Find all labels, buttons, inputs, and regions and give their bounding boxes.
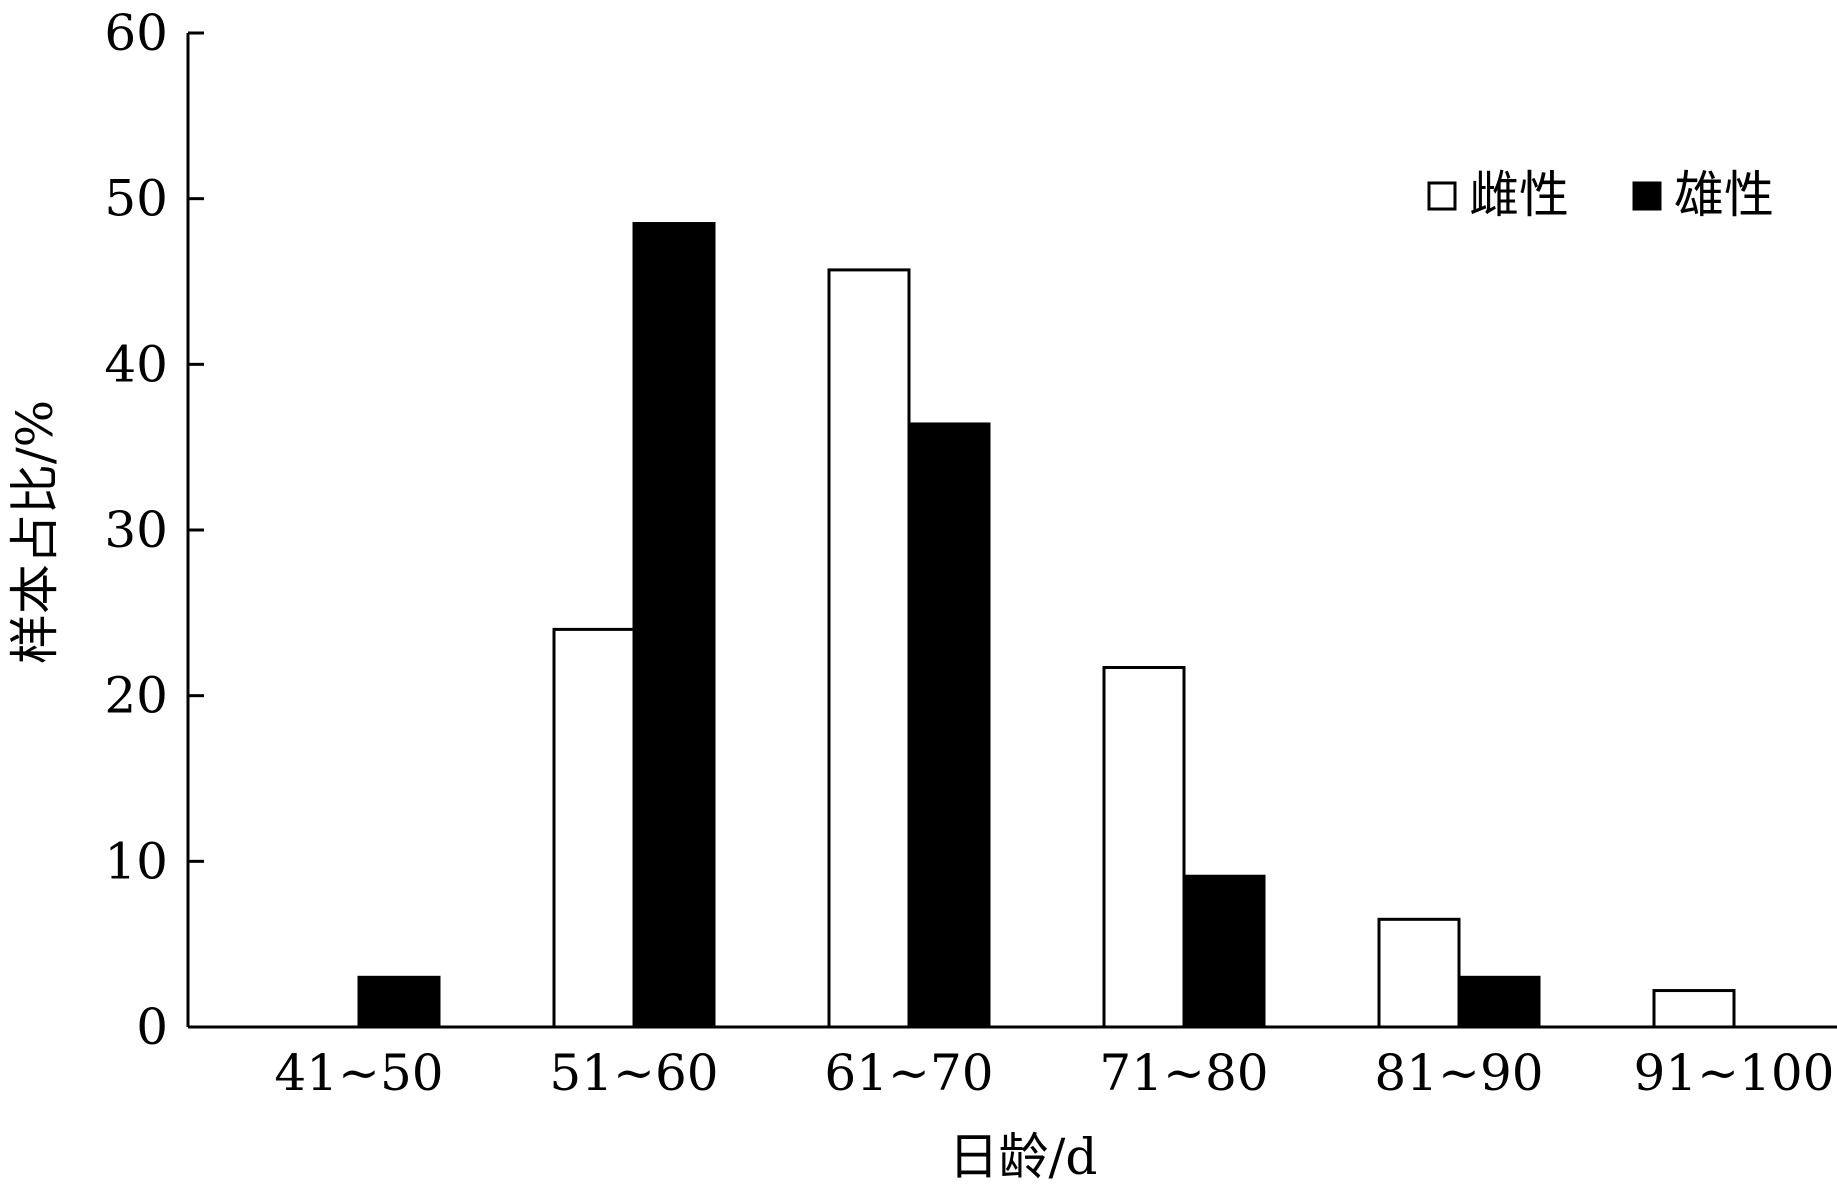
y-tick-label: 60 (104, 4, 168, 62)
legend-swatch-male (1632, 181, 1662, 211)
x-tick-labels: 41~50 51~60 61~70 71~80 81~90 91~100 (274, 1044, 1834, 1102)
bars (357, 222, 1736, 1029)
y-tick-label: 50 (104, 170, 168, 228)
bar-male-71~80 (1182, 874, 1266, 1029)
y-tick-label: 10 (104, 832, 168, 890)
legend: 雌性 雄性 (1427, 166, 1774, 224)
y-tick-label: 40 (104, 335, 168, 393)
x-axis-title: 日龄/d (949, 1128, 1098, 1186)
bar-female-71~80 (1102, 666, 1186, 1029)
bar-female-51~60 (552, 627, 636, 1029)
bar-male-51~60 (632, 222, 716, 1029)
y-tick-label: 20 (104, 667, 168, 725)
axes (186, 31, 1837, 1029)
bar-male-41~50 (357, 975, 441, 1029)
x-tick-label: 51~60 (549, 1044, 718, 1102)
x-tick-label: 81~90 (1374, 1044, 1543, 1102)
x-tick-label: 61~70 (824, 1044, 993, 1102)
y-tick-label: 30 (104, 501, 168, 559)
y-tick-labels: 0 10 20 30 40 50 60 (104, 4, 168, 1056)
legend-swatch-female (1427, 181, 1457, 211)
y-tick-label: 0 (136, 998, 168, 1056)
x-tick-label: 41~50 (274, 1044, 443, 1102)
legend-label-female: 雌性 (1469, 166, 1569, 224)
bar-female-91~100 (1652, 989, 1736, 1029)
legend-label-male: 雄性 (1674, 166, 1774, 224)
bar-male-61~70 (907, 422, 991, 1029)
x-tick-label: 71~80 (1099, 1044, 1268, 1102)
bar-male-81~90 (1457, 975, 1541, 1029)
bar-female-81~90 (1377, 917, 1461, 1029)
y-axis-title: 样本占比/% (6, 400, 64, 664)
x-tick-label: 91~100 (1634, 1044, 1835, 1102)
bar-female-61~70 (827, 268, 911, 1029)
